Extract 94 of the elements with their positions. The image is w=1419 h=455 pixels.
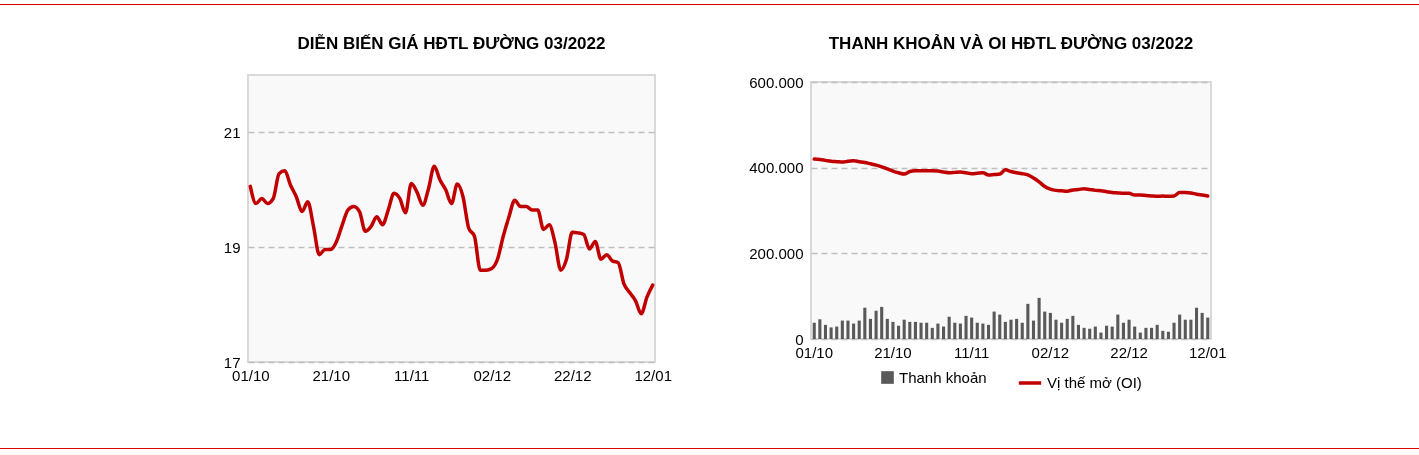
bar: [1060, 322, 1064, 339]
bar: [846, 320, 850, 339]
bar: [818, 319, 822, 339]
bar: [930, 327, 934, 339]
bar: [1194, 307, 1199, 339]
bar: [835, 326, 839, 339]
bar: [1026, 303, 1030, 339]
bar: [919, 322, 923, 339]
bar: [1200, 312, 1204, 339]
x-tick-label: 21/10: [312, 366, 351, 384]
bar: [947, 316, 951, 339]
bar: [1178, 314, 1182, 339]
bar: [1048, 312, 1052, 339]
bar: [823, 324, 828, 339]
y-tick-label: 21: [223, 123, 241, 141]
bar: [986, 324, 991, 339]
bar: [840, 320, 844, 339]
bar: [885, 318, 889, 339]
bar: [897, 325, 901, 339]
bar: [1099, 332, 1103, 339]
bar: [958, 323, 962, 339]
x-tick-label: 21/10: [874, 343, 912, 361]
bar: [936, 323, 940, 339]
bar: [868, 318, 872, 339]
x-tick-label: 12/01: [634, 366, 672, 384]
bar: [1037, 297, 1041, 339]
bar: [1144, 327, 1148, 339]
bar: [812, 322, 816, 339]
bar: [913, 321, 917, 339]
y-tick-label: 400.000: [749, 159, 804, 177]
y-tick-label: 17: [223, 353, 241, 371]
x-tick-label: 02/12: [1031, 343, 1070, 361]
bar: [1065, 318, 1069, 339]
bar: [941, 326, 946, 339]
x-tick-label: 02/12: [473, 366, 512, 384]
bar: [829, 327, 833, 339]
bar: [852, 323, 856, 339]
y-tick-label: 19: [223, 238, 241, 256]
bar: [964, 315, 968, 339]
bar: [1121, 322, 1125, 339]
bar: [1015, 318, 1019, 339]
chart-title: DIỄN BIẾN GIÁ HĐTL ĐƯỜNG 03/2022: [297, 34, 606, 53]
bar: [1031, 320, 1036, 339]
bar: [1138, 332, 1142, 339]
bar: [981, 323, 985, 339]
bar: [1110, 326, 1114, 339]
bar: [1003, 321, 1007, 339]
chart-title: THANH KHOẢN VÀ OI HĐTL ĐƯỜNG 03/2022: [828, 34, 1194, 53]
line-series: [248, 164, 655, 316]
bar: [1127, 319, 1131, 339]
bar: [891, 321, 895, 339]
bar: [1043, 311, 1047, 339]
bar: [880, 306, 884, 339]
bar: [998, 314, 1002, 339]
bar: [970, 317, 974, 339]
bar: [1150, 327, 1154, 339]
bar: [1155, 324, 1159, 339]
bar: [1105, 325, 1109, 339]
x-tick-label: 22/12: [553, 366, 592, 384]
bar: [1166, 331, 1170, 339]
y-tick-label: 200.000: [749, 244, 804, 262]
bar: [1082, 327, 1086, 339]
bar: [857, 320, 861, 339]
bar: [1189, 319, 1193, 339]
legend-label: Vị thế mở (OI): [1047, 374, 1142, 391]
bar: [1054, 319, 1058, 339]
bar: [1020, 322, 1024, 339]
x-tick-label: 22/12: [1110, 343, 1148, 361]
bar: [1133, 326, 1137, 339]
x-tick-label: 12/01: [1188, 343, 1227, 361]
x-tick-label: 11/11: [394, 366, 430, 384]
bar: [925, 322, 929, 339]
bar: [1183, 319, 1187, 339]
bar: [992, 311, 996, 339]
line-series: [812, 157, 1210, 199]
bar: [863, 307, 867, 339]
x-tick-label: 11/11: [953, 343, 990, 361]
bar: [874, 310, 878, 339]
y-tick-label: 0: [795, 330, 804, 348]
bar: [953, 322, 957, 339]
bar: [902, 319, 906, 339]
bar: [1093, 326, 1097, 339]
bar: [1206, 317, 1210, 339]
bar: [1076, 324, 1081, 339]
bar: [1172, 322, 1176, 339]
bar: [1116, 314, 1120, 339]
legend-label: Thanh khoản: [899, 368, 987, 386]
bar: [1161, 330, 1165, 339]
bar: [1009, 319, 1013, 339]
bar: [975, 322, 979, 339]
bar: [908, 321, 912, 339]
y-tick-label: 600.000: [749, 73, 804, 91]
bar: [1088, 328, 1092, 339]
bar: [1071, 315, 1075, 339]
